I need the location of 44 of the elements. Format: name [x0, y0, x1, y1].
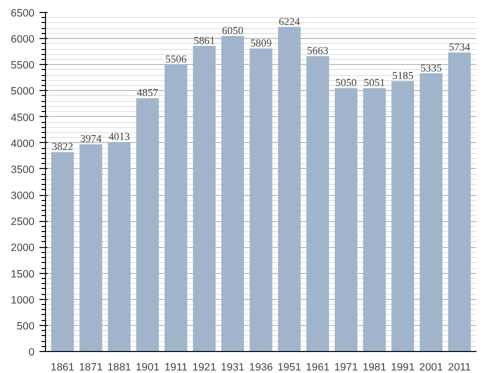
x-tick-label: 1961	[306, 362, 330, 373]
y-tick-label: 5000	[10, 86, 35, 98]
y-tick-label: 6000	[10, 34, 35, 46]
y-tick-label: 1000	[10, 294, 35, 306]
data-label: 4857	[136, 88, 159, 100]
y-tick-label: 3000	[10, 190, 35, 202]
x-tick-label: 2011	[448, 362, 472, 373]
x-tick-label: 1991	[390, 362, 415, 373]
y-tick-label: 3500	[10, 164, 35, 176]
y-tick-label: 1500	[10, 268, 35, 280]
data-label: 3822	[52, 142, 74, 154]
y-tick-label: 5500	[10, 60, 35, 72]
y-tick-label: 4000	[10, 138, 35, 150]
x-tick-label: 1881	[107, 362, 132, 373]
data-label: 5051	[364, 78, 386, 90]
data-label: 5335	[420, 63, 442, 74]
data-label: 3974	[80, 134, 102, 146]
data-label: 5506	[165, 54, 188, 66]
x-tick-label: 1981	[362, 362, 386, 373]
x-tick-label: 2001	[419, 362, 444, 373]
y-tick-label: 2500	[10, 216, 35, 228]
data-label: 5663	[307, 46, 328, 58]
data-label: 4013	[108, 132, 130, 144]
x-tick-label: 1901	[136, 362, 160, 373]
x-tick-label: 1931	[220, 362, 245, 373]
x-tick-label: 1971	[334, 362, 358, 373]
y-tick-label: 0	[28, 346, 35, 358]
data-label: 6050	[222, 26, 244, 37]
y-tick-label: 6500	[10, 8, 35, 20]
x-tick-label: 1921	[192, 362, 216, 373]
y-tick-label: 4500	[10, 112, 35, 124]
x-tick-label: 1936	[249, 362, 273, 373]
data-label: 5185	[392, 71, 414, 82]
data-label: 5734	[448, 42, 471, 54]
x-tick-label: 1861	[50, 362, 74, 373]
data-label: 5809	[250, 38, 272, 50]
data-label: 5050	[335, 78, 357, 90]
x-tick-label: 1911	[164, 362, 188, 373]
x-tick-label: 1871	[79, 362, 103, 373]
x-tick-label: 1951	[278, 362, 302, 373]
data-label: 5861	[194, 36, 215, 47]
y-tick-label: 500	[16, 320, 35, 332]
data-label: 6224	[278, 16, 301, 28]
y-tick-label: 2000	[10, 242, 35, 254]
